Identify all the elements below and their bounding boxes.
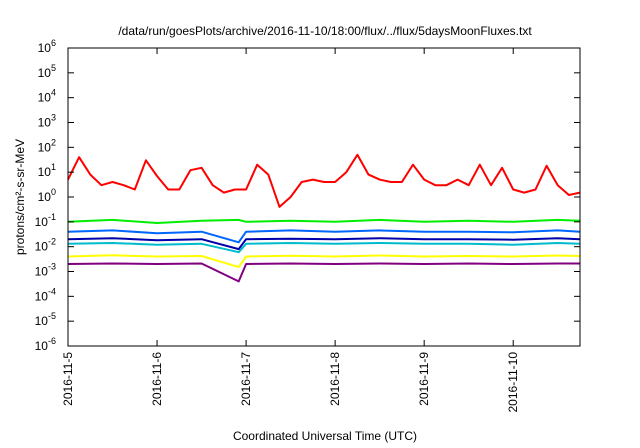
- y-tick-label: 103: [38, 113, 56, 130]
- series-line: [67, 254, 581, 269]
- y-tick-label: 101: [38, 162, 56, 179]
- x-axis-label: Coordinated Universal Time (UTC): [233, 429, 417, 443]
- x-axis: 2016-11-5 2016-11-6 2016-11-7 2016-11-8 2016…: [61, 48, 520, 413]
- y-axis-label: protons/cm²-s-sr-MeV: [13, 139, 27, 255]
- y-tick-label: 10-3: [35, 262, 56, 279]
- y-tick-label: 104: [38, 88, 56, 105]
- plot-area: [67, 153, 581, 283]
- y-tick-label: 10-4: [35, 286, 56, 303]
- x-tick-label: 2016-11-6: [150, 352, 164, 406]
- y-tick-label: 10-2: [35, 237, 56, 254]
- y-tick-label: 10-1: [35, 212, 56, 229]
- series-line: [67, 262, 580, 283]
- series-line: [67, 237, 581, 251]
- y-tick-label: 102: [38, 137, 56, 154]
- series-line: [67, 229, 581, 244]
- y-tick-label: 106: [38, 38, 56, 55]
- series-line: [67, 153, 581, 208]
- plot-frame: [67, 47, 581, 347]
- x-tick-label: 2016-11-9: [417, 352, 431, 406]
- y-axis: 10-6 10-5 10-4 10-3 10-2 10-1 100 101 102 103 104 1…: [35, 38, 580, 353]
- x-tick-label: 2016-11-7: [239, 352, 253, 406]
- y-tick-label: 100: [38, 187, 56, 204]
- series-line: [67, 242, 581, 254]
- x-tick-label: 2016-11-8: [328, 352, 342, 406]
- x-tick-label: 2016-11-5: [61, 352, 75, 406]
- x-tick-label: 2016-11-10: [506, 352, 520, 413]
- y-tick-label: 105: [38, 63, 56, 80]
- chart-title: /data/run/goesPlots/archive/2016-11-10/1…: [118, 24, 532, 38]
- y-tick-label: 10-6: [35, 336, 56, 353]
- series-line: [67, 218, 581, 224]
- y-tick-label: 10-5: [35, 311, 56, 328]
